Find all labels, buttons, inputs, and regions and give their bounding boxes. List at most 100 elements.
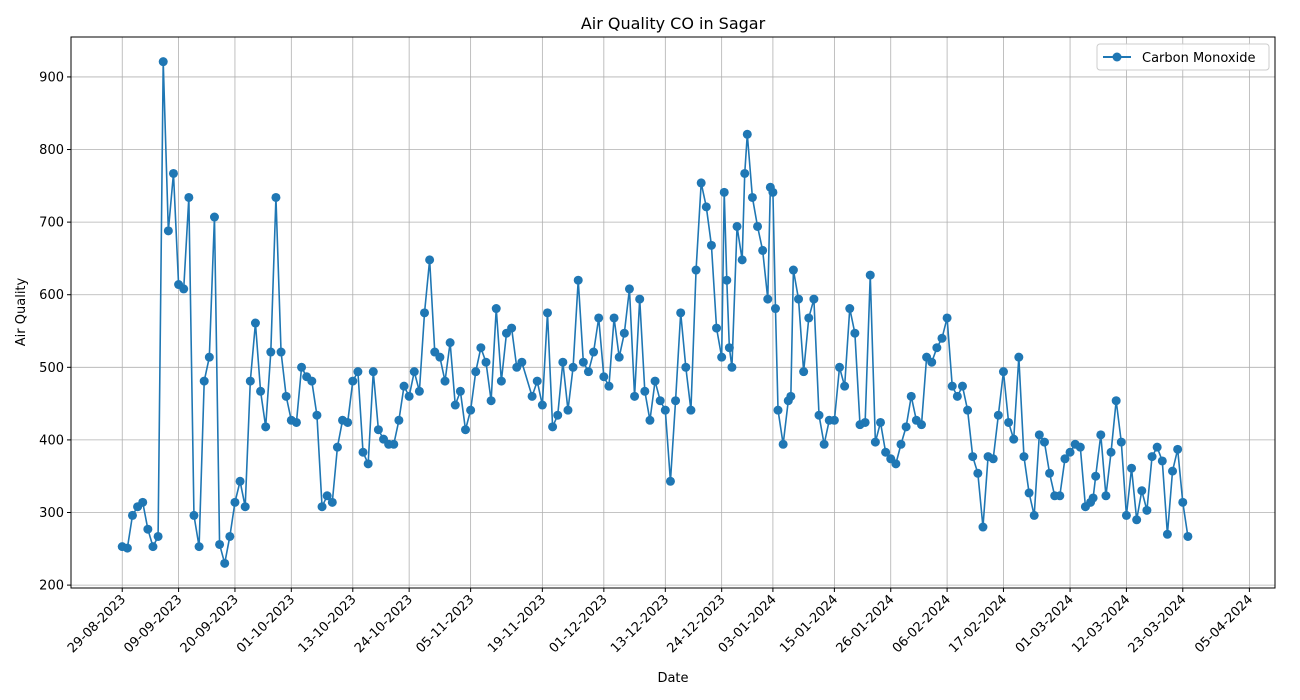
data-point: [676, 308, 686, 318]
data-point: [665, 476, 675, 486]
data-point: [184, 192, 194, 202]
data-point: [737, 255, 747, 265]
data-point: [614, 352, 624, 362]
data-point: [932, 343, 942, 353]
data-point: [542, 308, 552, 318]
data-point: [671, 396, 681, 406]
data-point: [732, 221, 742, 231]
data-point: [993, 410, 1003, 420]
data-point: [1101, 491, 1111, 501]
data-point: [963, 405, 973, 415]
data-point: [1116, 437, 1126, 447]
data-point: [1096, 430, 1106, 440]
data-point: [686, 405, 696, 415]
data-point: [425, 255, 435, 265]
data-point: [440, 376, 450, 386]
data-point: [266, 347, 276, 357]
data-point: [276, 347, 286, 357]
data-point: [1014, 352, 1024, 362]
data-point: [209, 212, 219, 222]
data-point: [153, 531, 163, 541]
data-point: [215, 539, 225, 549]
data-point: [840, 381, 850, 391]
data-point: [322, 491, 332, 501]
data-point: [199, 376, 209, 386]
data-point: [952, 391, 962, 401]
data-point: [240, 502, 250, 512]
data-point: [312, 410, 322, 420]
legend-box: [1096, 43, 1270, 71]
data-point: [420, 308, 430, 318]
data-point: [655, 396, 665, 406]
data-point: [712, 323, 722, 333]
data-point: [589, 347, 599, 357]
data-point: [624, 284, 634, 294]
data-point: [491, 304, 501, 314]
data-point: [773, 405, 783, 415]
data-point: [348, 376, 358, 386]
data-point: [835, 362, 845, 372]
data-point: [250, 318, 260, 328]
y-tick-label: 300: [39, 506, 64, 521]
data-point: [770, 304, 780, 314]
data-point: [568, 362, 578, 372]
grid-lines: [71, 37, 1275, 588]
data-point: [163, 226, 173, 236]
data-point: [998, 367, 1008, 377]
y-tick-label: 800: [39, 143, 64, 158]
data-point: [881, 447, 891, 457]
data-point: [829, 415, 839, 425]
data-point: [373, 425, 383, 435]
y-tick-label: 200: [39, 579, 64, 594]
chart-title: Air Quality CO in Sagar: [581, 14, 766, 33]
y-axis-label: Air Quality: [14, 277, 29, 346]
data-point: [507, 323, 517, 333]
x-axis-label: Date: [657, 671, 688, 686]
data-point: [988, 454, 998, 464]
data-point: [245, 376, 255, 386]
data-point: [701, 202, 711, 212]
data-point: [630, 391, 640, 401]
y-axis-ticks: 200 300 400 500 600 700 800 900: [39, 70, 71, 594]
data-point: [261, 422, 271, 432]
data-point: [1147, 452, 1157, 462]
data-point: [404, 391, 414, 401]
data-point: [1142, 505, 1152, 515]
data-point: [1024, 488, 1034, 498]
data-point: [1045, 468, 1055, 478]
data-point: [548, 422, 558, 432]
data-point: [394, 415, 404, 425]
data-point: [717, 352, 727, 362]
data-point: [358, 447, 368, 457]
data-point: [799, 367, 809, 377]
data-point: [389, 439, 399, 449]
data-point: [1121, 510, 1131, 520]
plot-area-frame: [70, 36, 1276, 589]
data-point: [194, 542, 204, 552]
data-point: [599, 372, 609, 382]
data-point: [225, 531, 235, 541]
data-point: [307, 376, 317, 386]
data-point: [461, 425, 470, 435]
data-point: [901, 422, 911, 432]
data-point: [727, 362, 737, 372]
data-point: [256, 386, 266, 396]
data-point: [553, 410, 563, 420]
data-point: [563, 405, 573, 415]
data-point: [220, 558, 230, 568]
data-point: [619, 328, 629, 338]
data-point: [1019, 452, 1029, 462]
data-point: [891, 459, 901, 469]
data-point: [850, 328, 860, 338]
data-point: [860, 417, 870, 427]
data-point: [1088, 493, 1098, 503]
data-point: [179, 284, 189, 294]
data-point: [537, 400, 547, 410]
legend: Carbon Monoxide: [1096, 43, 1270, 71]
data-point: [778, 439, 788, 449]
data-point: [1039, 437, 1049, 447]
data-point: [450, 400, 460, 410]
data-point: [978, 522, 988, 532]
data-point: [947, 381, 957, 391]
